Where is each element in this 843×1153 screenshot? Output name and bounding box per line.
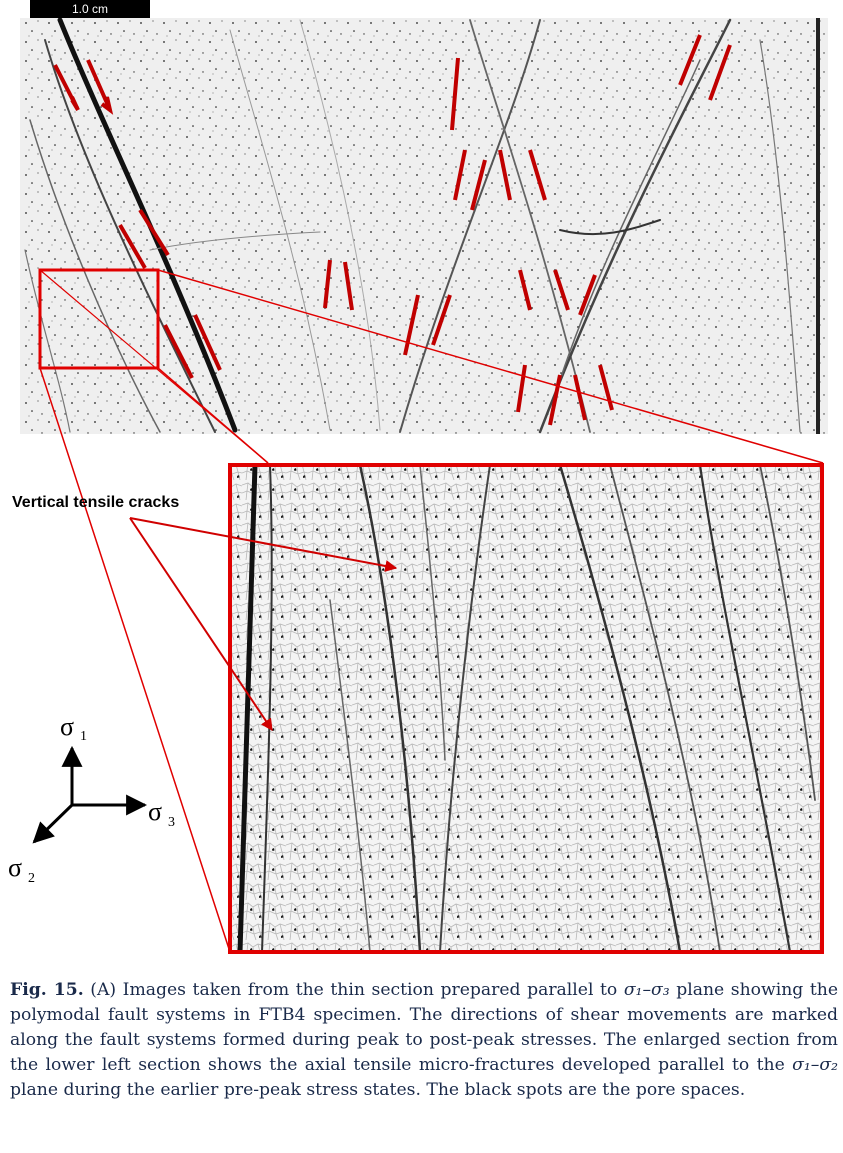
shear-arrow [193, 314, 222, 371]
svg-text:Vertical tensile cracks: Vertical tensile cracks [12, 494, 179, 511]
shear-arrow [343, 261, 354, 311]
shear-arrow [323, 259, 332, 309]
shear-arrow [450, 57, 460, 131]
selection-box [38, 268, 160, 370]
shear-arrow [138, 208, 170, 257]
figure-caption: Fig. 15. (A) Images taken from the thin … [10, 980, 838, 1100]
shear-arrow [578, 274, 597, 316]
scale-bar: 1.0 cm [30, 0, 150, 18]
shear-arrow [86, 59, 114, 115]
shear-arrow [573, 374, 587, 421]
annotation: Vertical tensile cracks [12, 494, 398, 731]
shear-arrow [516, 364, 527, 413]
shear-arrows [53, 34, 732, 426]
thin-section-image [20, 18, 828, 434]
shear-arrow [453, 149, 467, 201]
zoom-connectors [38, 268, 824, 953]
figure-panel: 1.0 cm [8, 0, 828, 954]
shear-arrow [528, 149, 547, 201]
shear-arrow [553, 269, 570, 311]
svg-text:1: 1 [80, 729, 87, 744]
shear-arrow [498, 149, 512, 201]
shear-arrow [53, 64, 80, 112]
svg-text:3: 3 [168, 815, 175, 830]
svg-text:1.0 cm: 1.0 cm [72, 2, 108, 16]
sigma2-label: σ [8, 853, 22, 882]
sigma3-label: σ [148, 797, 162, 826]
caption-label: Fig. 15. [10, 980, 84, 1000]
stress-axes: σ 1 σ 3 σ 2 [8, 712, 175, 886]
shear-arrow [708, 44, 732, 101]
shear-arrow [678, 34, 702, 86]
enlarged-inset [228, 463, 824, 954]
shear-arrow [598, 364, 614, 411]
shear-arrow [470, 159, 487, 211]
sigma1-label: σ [60, 712, 74, 741]
svg-text:2: 2 [28, 871, 35, 886]
inset-frame [228, 463, 824, 954]
shear-arrow [518, 269, 532, 311]
shear-arrow [403, 294, 420, 356]
shear-arrow [163, 324, 194, 379]
shear-arrow [548, 374, 562, 426]
shear-arrow [118, 223, 147, 270]
shear-arrow [431, 294, 452, 346]
